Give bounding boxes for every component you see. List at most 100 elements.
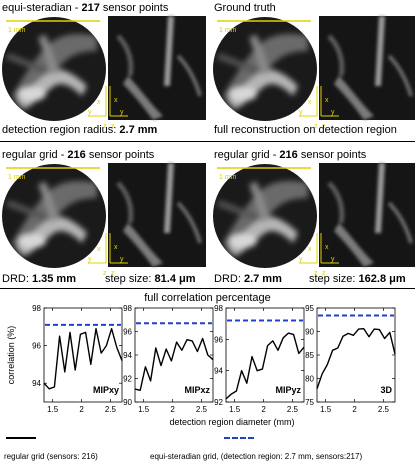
image-panel-1: 1 mmx xy yz z — [213, 16, 415, 130]
x-axis-label: detection region diameter (mm) — [169, 417, 294, 427]
y-tick-label: 92 — [123, 375, 132, 384]
axis-letter-x: x — [97, 99, 101, 106]
y-tick-label: 95 — [305, 304, 314, 313]
axis-indicator — [88, 86, 128, 117]
image-panel-3: 1 mmx xy yz z — [213, 163, 415, 277]
panel-title-regular-grid-left: regular grid - 216 sensor points — [2, 149, 155, 161]
caption-full-reconstruction: full reconstruction on detection region — [214, 124, 397, 136]
y-tick-label: 98 — [123, 304, 132, 313]
panel-title-regular-grid-right: regular grid - 216 sensor points — [214, 149, 367, 161]
panel-title-equi-steradian: equi-steradian - 217 sensor points — [2, 2, 169, 14]
mip-side-view — [319, 163, 415, 267]
image-panel-2: 1 mmx xy yz z — [2, 163, 206, 277]
scale-bar-label: 1 mm — [8, 174, 26, 181]
axis-letter-z: z — [111, 270, 115, 277]
image-panels: 1 mmx xy yz z1 mmx xy yz z1 mmx xy yz z1 mmx xy yz z — [2, 16, 415, 277]
y-tick-label: 98 — [214, 304, 223, 313]
axis-indicator — [299, 86, 339, 117]
axis-letter-z: z — [314, 123, 318, 130]
series-regular-grid — [134, 337, 214, 392]
axis-letter-x: x — [97, 246, 101, 253]
panel-title-ground-truth: Ground truth — [214, 2, 276, 14]
scale-bar-label: 1 mm — [219, 27, 237, 34]
axis-letter-z: z — [314, 270, 318, 277]
axis-letter-y: y — [88, 109, 92, 116]
axis-letter-x: x — [325, 244, 329, 251]
series-regular-grid — [43, 328, 123, 390]
mip-side-view — [108, 163, 206, 267]
x-tick-label: 2 — [170, 405, 175, 414]
axis-letter-y: y — [120, 256, 124, 263]
caption-drd-left: DRD: 1.35 mm — [2, 273, 76, 285]
axis-indicator — [88, 233, 128, 264]
y-tick-label: 98 — [32, 304, 41, 313]
y-tick-label: 94 — [214, 367, 223, 376]
axis-letter-y: y — [331, 256, 335, 263]
series-regular-grid — [316, 328, 396, 390]
caption-step-left: step size: 81.4 μm — [105, 273, 196, 285]
x-tick-label: 1.5 — [47, 405, 59, 414]
chart-MIPxy: 94 96 98 1.5 2 2.5 MIPxy — [32, 304, 123, 414]
axis-letter-x: x — [308, 246, 312, 253]
x-tick-label: 1.5 — [138, 405, 150, 414]
legend-regular-label: regular grid (sensors: 216) — [4, 452, 98, 461]
y-tick-label: 94 — [32, 379, 41, 388]
axis-letter-y: y — [299, 109, 303, 116]
y-tick-label: 85 — [305, 351, 314, 360]
y-tick-label: 96 — [32, 342, 41, 351]
panel-label: MIPxz — [184, 385, 210, 395]
mip-side-view — [108, 16, 206, 120]
y-tick-label: 96 — [123, 328, 132, 337]
axis-indicator — [299, 233, 339, 264]
legend-equi-label: equi-steradian grid, (detection region: … — [150, 452, 363, 461]
axis-letter-z: z — [111, 123, 115, 130]
y-tick-label: 96 — [214, 335, 223, 344]
axis-letter-z: z — [103, 123, 107, 130]
x-tick-label: 2 — [352, 405, 357, 414]
image-panel-0: 1 mmx xy yz z — [2, 16, 206, 130]
x-tick-label: 1.5 — [229, 405, 241, 414]
chart-frame — [316, 307, 396, 403]
chart-3D: 75 80 85 90 95 1.5 2 2.5 3D — [305, 304, 396, 414]
series-regular-grid — [225, 332, 305, 400]
y-tick-label: 92 — [214, 398, 223, 407]
caption-step-right: step size: 162.8 μm — [309, 273, 406, 285]
axis-letter-z: z — [103, 270, 107, 277]
x-tick-label: 2 — [79, 405, 84, 414]
panel-label: MIPyz — [275, 385, 301, 395]
divider-bottom — [0, 288, 415, 289]
axis-letter-y: y — [331, 109, 335, 116]
axis-letter-y: y — [120, 109, 124, 116]
axis-letter-x: x — [325, 97, 329, 104]
panel-label: MIPxy — [93, 385, 119, 395]
panel-label: 3D — [380, 385, 392, 395]
axis-letter-x: x — [114, 244, 118, 251]
scale-bar-label: 1 mm — [8, 27, 26, 34]
y-tick-label: 90 — [305, 328, 314, 337]
divider-top — [0, 141, 415, 142]
chart-MIPxz: 90 92 94 96 98 1.5 2 2.5 MIPxz — [123, 304, 214, 414]
y-tick-label: 90 — [123, 398, 132, 407]
chart-section-title: full correlation percentage — [144, 292, 271, 304]
x-tick-label: 1.5 — [320, 405, 332, 414]
axis-letter-x: x — [308, 99, 312, 106]
caption-detection-radius: detection region radius: 2.7 mm — [2, 124, 158, 136]
legend-equi-swatch — [224, 437, 254, 439]
y-axis-label: correlation (%) — [6, 326, 16, 385]
legend-regular-swatch — [6, 437, 36, 439]
x-tick-label: 2.5 — [105, 405, 117, 414]
axis-letter-y: y — [88, 256, 92, 263]
y-tick-label: 75 — [305, 398, 314, 407]
scale-bar-label: 1 mm — [219, 174, 237, 181]
axis-letter-z: z — [322, 123, 326, 130]
axis-letter-z: z — [322, 270, 326, 277]
axis-letter-y: y — [299, 256, 303, 263]
caption-drd-right: DRD: 2.7 mm — [214, 273, 282, 285]
chart-MIPyz: 92 94 96 98 1.5 2 2.5 MIPyz — [214, 304, 305, 414]
mip-side-view — [319, 16, 415, 120]
axis-letter-x: x — [114, 97, 118, 104]
y-tick-label: 80 — [305, 375, 314, 384]
x-tick-label: 2.5 — [287, 405, 299, 414]
x-tick-label: 2 — [261, 405, 266, 414]
